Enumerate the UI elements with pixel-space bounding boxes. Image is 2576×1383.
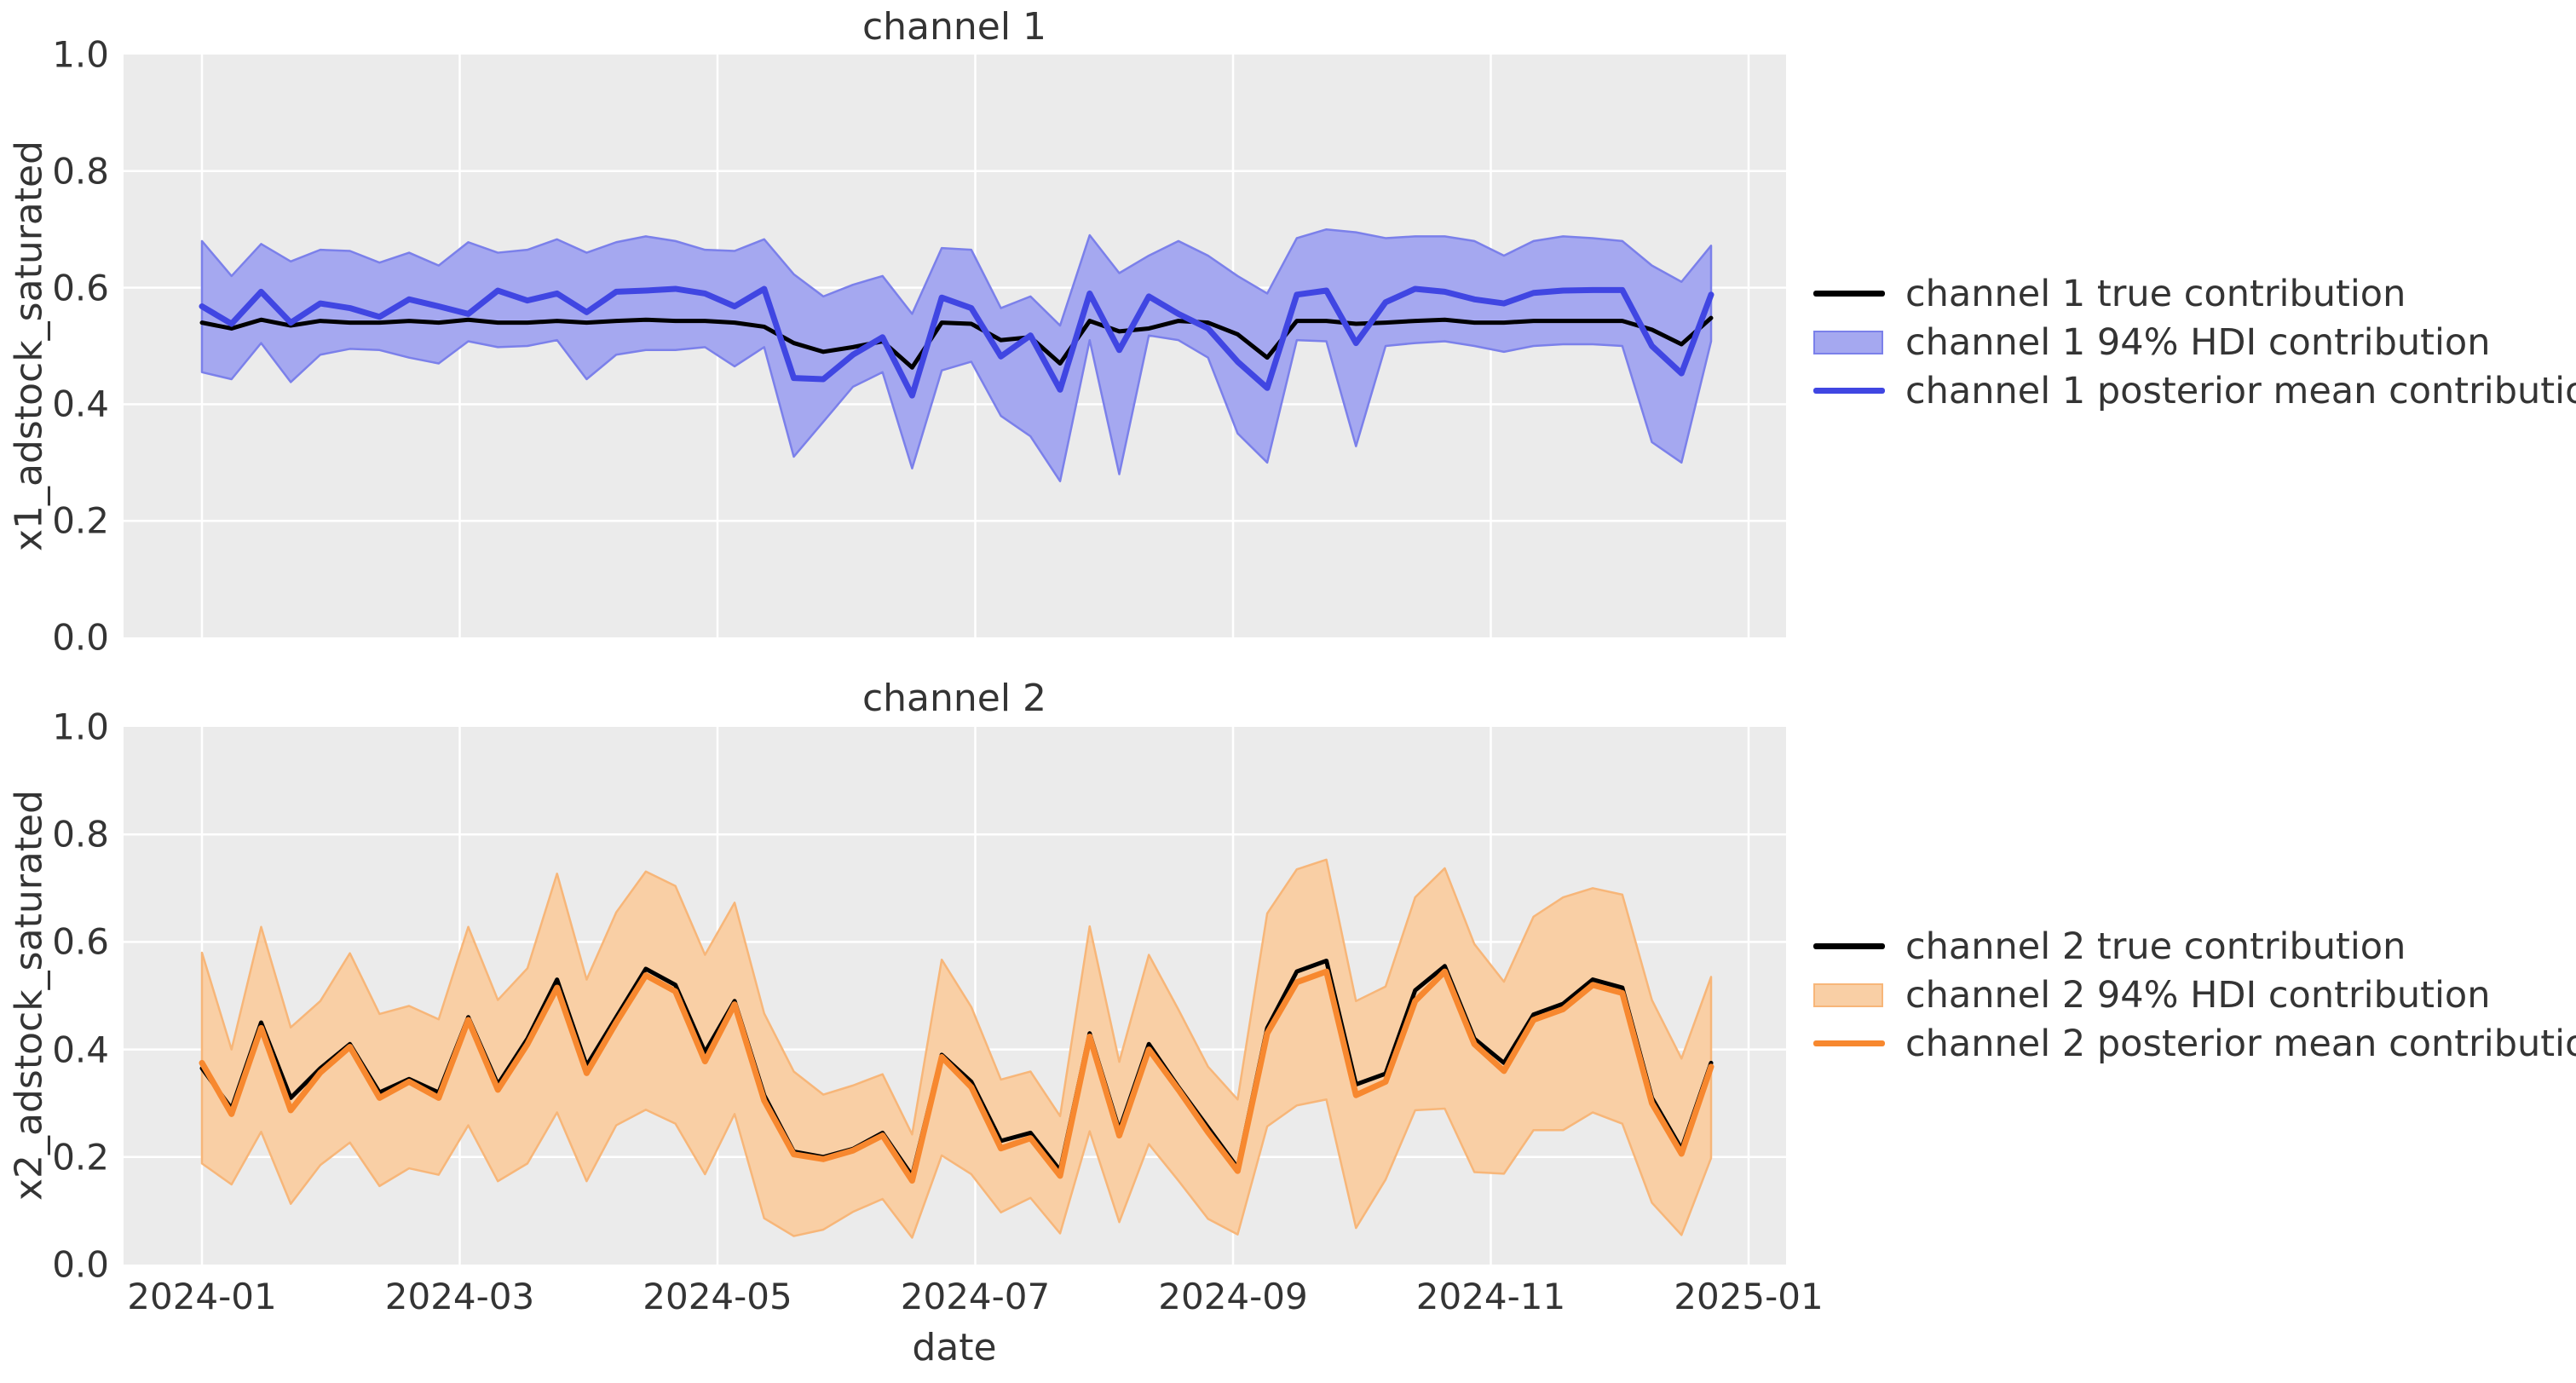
chart1-legend: channel 1 true contribution channel 1 94%… <box>1813 269 2576 415</box>
legend-item: channel 2 true contribution <box>1813 922 2576 971</box>
chart1-title: channel 1 <box>862 5 1047 49</box>
chart2-legend: channel 2 true contribution channel 2 94%… <box>1813 922 2576 1068</box>
chart2-title: channel 2 <box>862 677 1047 720</box>
y-tick-label: 0.6 <box>52 267 109 309</box>
y-tick-label: 0.2 <box>52 1136 109 1178</box>
y-tick-label: 0.8 <box>52 813 109 856</box>
chart1-true-line <box>199 315 1714 370</box>
legend-patch-swatch <box>1813 983 1885 1007</box>
y-tick-label: 0.2 <box>52 499 109 542</box>
legend-line-swatch <box>1813 291 1885 297</box>
swatch-graphic <box>1813 943 1885 949</box>
chart2-canvas <box>124 727 1786 1265</box>
legend-label: channel 2 posterior mean contribution <box>1905 1022 2576 1065</box>
legend-line-swatch <box>1813 388 1885 394</box>
chart1-hdi-band <box>200 228 1713 482</box>
legend-item: channel 1 true contribution <box>1813 269 2576 318</box>
swatch-graphic <box>1813 291 1885 297</box>
legend-label: channel 1 true contribution <box>1905 272 2406 315</box>
legend-patch-swatch <box>1813 330 1885 354</box>
x-tick-label: 2024-05 <box>643 1276 792 1317</box>
chart1-plot-area <box>124 55 1786 641</box>
x-tick-labels: 2024-01 2024-03 2024-05 2024-07 2024-09 2024-… <box>0 1276 2576 1327</box>
legend-line-swatch <box>1813 1040 1885 1046</box>
swatch-graphic <box>1813 330 1883 354</box>
x-tick-label: 2024-09 <box>1158 1276 1308 1317</box>
y-tick-label: 0.8 <box>52 150 109 193</box>
x-tick-label: 2024-03 <box>384 1276 535 1317</box>
legend-item: channel 2 94% HDI contribution <box>1813 971 2576 1019</box>
x-tick-label: 2024-01 <box>127 1276 277 1317</box>
chart1-y-tick-labels: 0.0 0.2 0.4 0.6 0.8 1.0 <box>0 34 109 659</box>
legend-item: channel 1 94% HDI contribution <box>1813 318 2576 366</box>
legend-label: channel 1 94% HDI contribution <box>1905 320 2491 364</box>
legend-item: channel 2 posterior mean contribution <box>1813 1019 2576 1068</box>
swatch-graphic <box>1813 388 1885 394</box>
chart1-posterior-mean-line <box>199 285 1714 399</box>
y-tick-label: 0.0 <box>52 616 109 659</box>
legend-item: channel 1 posterior mean contribution <box>1813 366 2576 415</box>
chart2-posterior-mean-line <box>199 968 1714 1184</box>
x-tick-label: 2024-07 <box>900 1276 1051 1317</box>
chart1-canvas <box>124 55 1786 637</box>
y-tick-label: 0.4 <box>52 1029 109 1071</box>
legend-label: channel 1 posterior mean contribution <box>1905 369 2576 412</box>
legend-label: channel 2 true contribution <box>1905 925 2406 968</box>
y-tick-label: 0.0 <box>52 1243 109 1286</box>
chart2-y-tick-labels: 0.0 0.2 0.4 0.6 0.8 1.0 <box>0 706 109 1286</box>
legend-label: channel 2 94% HDI contribution <box>1905 973 2491 1017</box>
chart2-hdi-band <box>200 858 1713 1239</box>
swatch-graphic <box>1813 983 1883 1007</box>
x-tick-label: 2024-11 <box>1415 1276 1566 1317</box>
y-tick-label: 0.4 <box>52 383 109 425</box>
y-tick-label: 1.0 <box>52 33 109 76</box>
legend-line-swatch <box>1813 943 1885 949</box>
x-axis-label: date <box>912 1326 997 1369</box>
y-tick-label: 0.6 <box>52 920 109 963</box>
y-tick-label: 1.0 <box>52 706 109 748</box>
chart2-plot-area <box>124 727 1786 1268</box>
swatch-graphic <box>1813 1040 1885 1046</box>
x-tick-label: 2025-01 <box>1674 1276 1824 1317</box>
